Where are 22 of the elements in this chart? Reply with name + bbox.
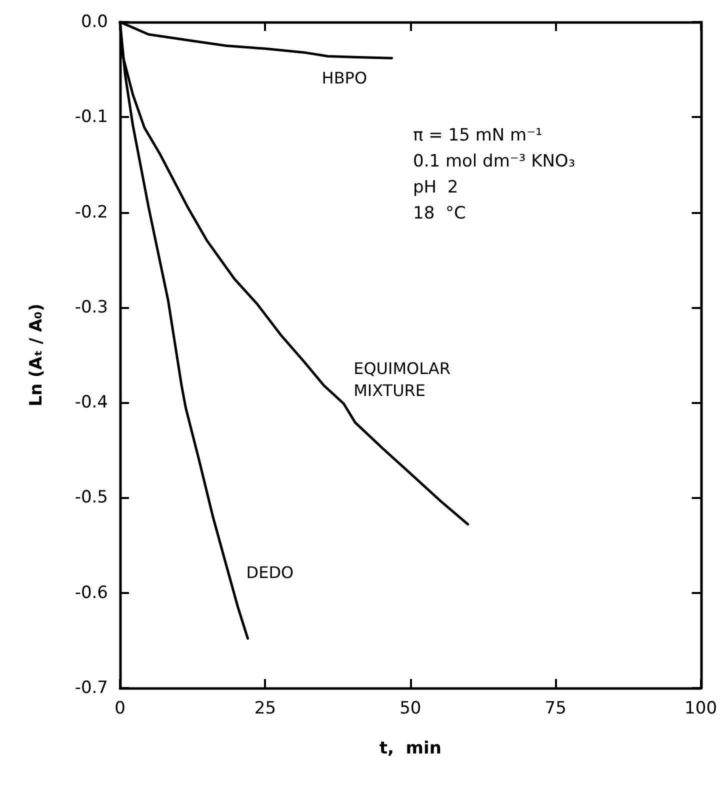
y-tick-label: -0.1 — [74, 107, 108, 128]
series-label: DEDO — [246, 562, 294, 582]
y-tick-label: -0.7 — [74, 678, 108, 698]
y-tick-label: -0.2 — [74, 202, 108, 222]
annotation: 0.1 mol dm⁻³ KNO₃ — [413, 152, 576, 172]
series-label: HBPO — [322, 68, 368, 88]
series-label: EQUIMOLAR MIXTURE — [354, 359, 450, 400]
y-tick-label: -0.6 — [74, 582, 108, 603]
y-tick-label: -0.4 — [74, 392, 108, 413]
x-tick-label: 75 — [544, 698, 566, 718]
y-tick-label: 0.0 — [80, 12, 108, 32]
x-tick-label: 100 — [684, 698, 718, 718]
annotation: pH 2 — [413, 178, 458, 198]
y-axis-title: Ln (Aₜ / A₀) — [26, 304, 46, 406]
y-tick-label: -0.5 — [74, 488, 108, 508]
x-axis-title: t, min — [379, 738, 442, 758]
x-tick-label: 50 — [400, 698, 422, 718]
annotation: π = 15 mN m⁻¹ — [413, 126, 542, 146]
x-tick-label: 0 — [114, 698, 126, 718]
y-tick-label: -0.3 — [74, 297, 108, 318]
x-tick-label: 25 — [254, 698, 276, 718]
annotation: 18 °C — [413, 204, 466, 224]
